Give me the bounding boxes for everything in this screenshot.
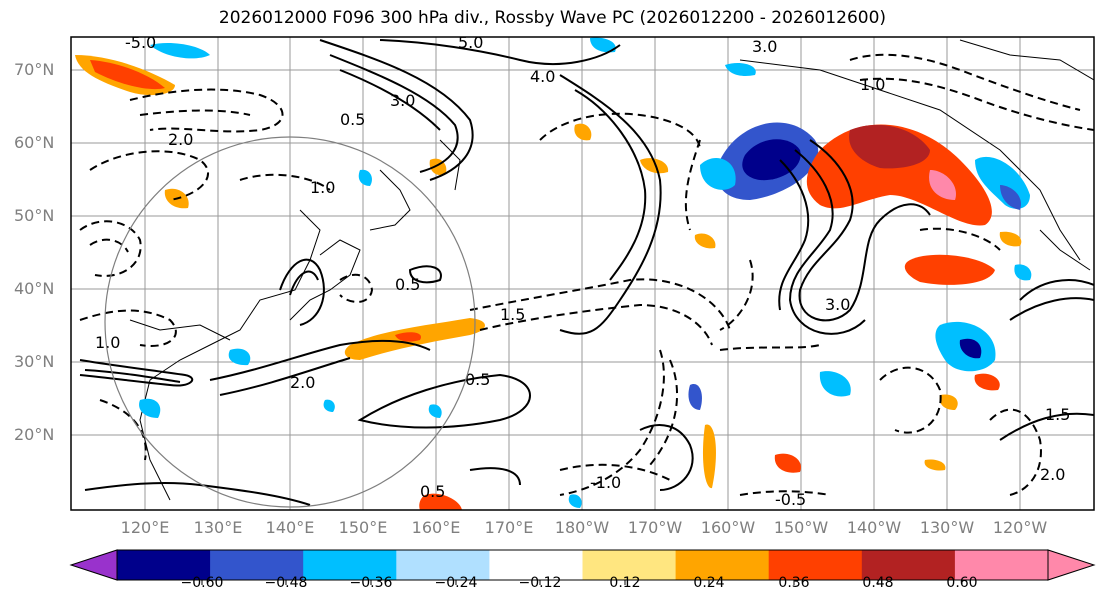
contour-label: 1.0	[860, 75, 885, 94]
contour-label: 0.5	[420, 482, 445, 501]
contour-label: -1.0	[590, 473, 621, 492]
reference-circle	[104, 136, 476, 508]
colorbar-swatch	[582, 550, 677, 580]
colorbar-swatch	[117, 550, 211, 580]
contour-label: 1.5	[500, 305, 525, 324]
contour-label: 5.0	[458, 33, 483, 52]
colorbar-tick-label: −0.48	[264, 575, 308, 591]
lon-label: 160°W	[700, 518, 756, 537]
lon-label: 120°W	[992, 518, 1048, 537]
colorbar	[69, 549, 1096, 585]
contour-label: 2.0	[168, 130, 193, 149]
contour-label: 3.0	[825, 295, 850, 314]
colorbar-swatch	[675, 550, 770, 580]
lat-label: 60°N	[14, 133, 55, 152]
lon-label: 180°W	[554, 518, 610, 537]
colorbar-tick-label: −0.24	[434, 575, 478, 591]
lat-label: 30°N	[14, 352, 55, 371]
contour-label: 0.5	[340, 110, 365, 129]
lon-label: 140°E	[265, 518, 315, 537]
colorbar-swatch	[954, 550, 1049, 580]
colorbar-tick-label: −0.36	[349, 575, 393, 591]
contour-label: 0.5	[465, 370, 490, 389]
colorbar-tick-label: 0.24	[693, 575, 725, 591]
negative-contours	[79, 53, 1094, 496]
contour-labels: 5.0 3.0 4.0 3.0 1.0 0.5 2.0 1.0 0.5 1.5 …	[95, 33, 1070, 509]
colorbar-swatch	[768, 550, 863, 580]
contour-label: 2.0	[1040, 465, 1065, 484]
contour-label: -0.5	[775, 490, 806, 509]
map-title: 2026012000 F096 300 hPa div., Rossby Wav…	[218, 8, 887, 28]
colorbar-tick-label: −0.12	[518, 575, 562, 591]
lon-label: 150°E	[338, 518, 388, 537]
lon-label: 120°E	[120, 518, 170, 537]
contour-label: 4.0	[530, 67, 555, 86]
contour-label: 0.5	[395, 275, 420, 294]
contour-label: 3.0	[390, 91, 415, 110]
contour-label: -5.0	[125, 33, 156, 52]
contour-label: 3.0	[752, 37, 777, 56]
colorbar-extend-max	[1047, 549, 1096, 581]
colorbar-swatch	[861, 550, 956, 580]
lon-label: 130°W	[919, 518, 975, 537]
colorbar-swatch	[210, 550, 304, 580]
contour-label: 1.5	[1045, 405, 1070, 424]
lon-label: 170°W	[627, 518, 683, 537]
colorbar-tick-label: 0.12	[609, 575, 641, 591]
lon-label: 170°E	[484, 518, 534, 537]
contour-label: 2.0	[290, 373, 315, 392]
map-frame	[70, 36, 1095, 511]
colorbar-swatch	[489, 550, 583, 580]
colorbar-swatch	[303, 550, 397, 580]
contour-label: 1.0	[95, 333, 120, 352]
lon-label: 150°W	[773, 518, 829, 537]
lat-label: 70°N	[14, 60, 55, 79]
colorbar-tick-label: 0.36	[778, 575, 810, 591]
colorbar-tick-label: 0.48	[862, 575, 894, 591]
lon-label: 140°W	[846, 518, 902, 537]
lat-label: 20°N	[14, 425, 55, 444]
lon-label: 130°E	[193, 518, 243, 537]
lat-label: 50°N	[14, 206, 55, 225]
colorbar-swatch	[396, 550, 490, 580]
coastlines	[129, 39, 1094, 501]
contour-label: 1.0	[310, 178, 335, 197]
colorbar-frame	[116, 549, 1049, 581]
lon-label: 160°E	[411, 518, 461, 537]
colorbar-tick-label: 0.60	[946, 575, 978, 591]
lat-label: 40°N	[14, 279, 55, 298]
colorbar-extend-min	[69, 549, 118, 581]
colorbar-tick-label: −0.60	[180, 575, 224, 591]
